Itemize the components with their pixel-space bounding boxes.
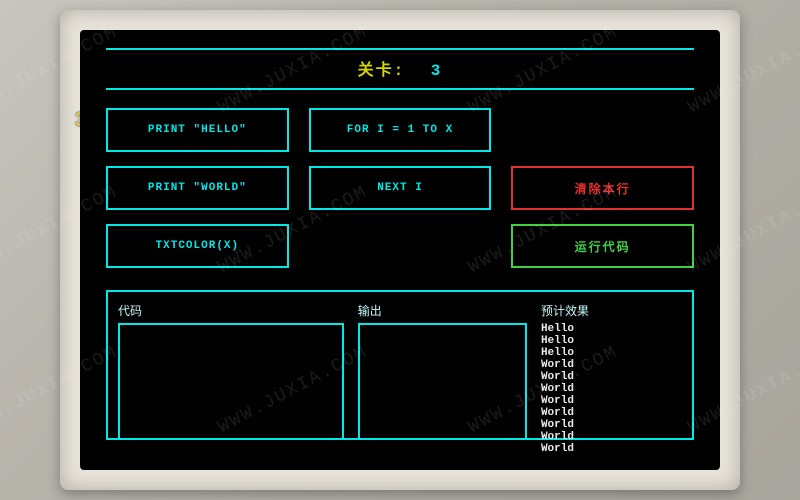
code-panel: 代码 (118, 302, 344, 438)
level-header: 关卡: 3 (106, 56, 694, 80)
desk-surface: 3次 2 3 4 5 6 关卡: 3 PRINT "HELLO" FOR I =… (0, 0, 800, 500)
level-label: 关卡 (358, 62, 394, 80)
code-box[interactable] (118, 323, 344, 438)
run-code-button[interactable]: 运行代码 (511, 224, 694, 268)
cmd-print-hello[interactable]: PRINT "HELLO" (106, 108, 289, 152)
crt-screen: 关卡: 3 PRINT "HELLO" FOR I = 1 TO X PRINT… (80, 30, 720, 470)
expect-panel: 预计效果 Hello Hello Hello World World World… (541, 302, 682, 438)
cmd-txtcolor[interactable]: TXTCOLOR(X) (106, 224, 289, 268)
cmd-print-world[interactable]: PRINT "WORLD" (106, 166, 289, 210)
output-panel-label: 输出 (358, 302, 527, 319)
output-panel: 输出 (358, 302, 527, 438)
divider-top (106, 48, 694, 50)
io-panels: 代码 输出 预计效果 Hello Hello Hello World World… (106, 290, 694, 440)
output-box (358, 323, 527, 438)
monitor-bezel: 关卡: 3 PRINT "HELLO" FOR I = 1 TO X PRINT… (60, 10, 740, 490)
clear-line-button[interactable]: 清除本行 (511, 166, 694, 210)
code-panel-label: 代码 (118, 302, 344, 319)
divider-under-title (106, 88, 694, 90)
expect-box: Hello Hello Hello World World World Worl… (541, 323, 682, 455)
expect-panel-label: 预计效果 (541, 302, 682, 319)
cmd-for-loop[interactable]: FOR I = 1 TO X (309, 108, 492, 152)
cmd-next-i[interactable]: NEXT I (309, 166, 492, 210)
command-grid: PRINT "HELLO" FOR I = 1 TO X PRINT "WORL… (106, 108, 694, 268)
level-number: 3 (431, 62, 443, 80)
